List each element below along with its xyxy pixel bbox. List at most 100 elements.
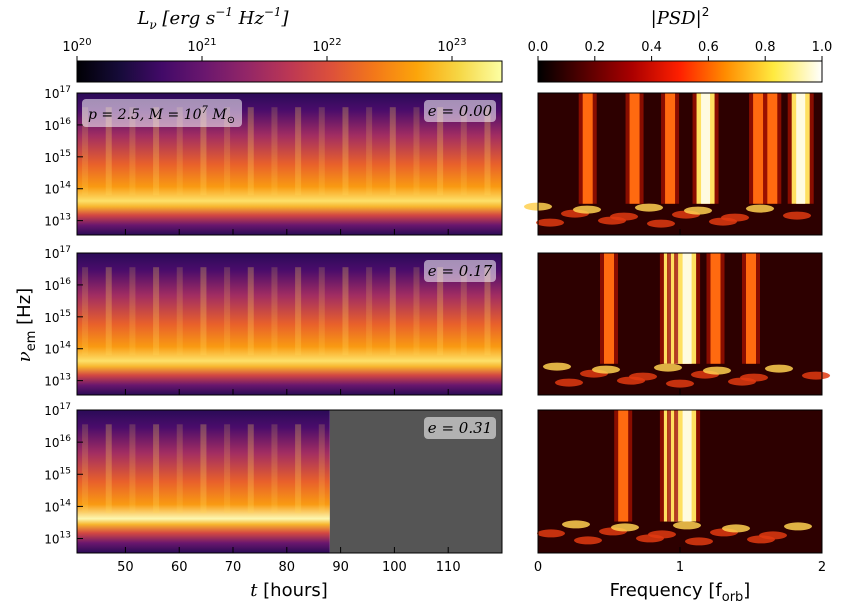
psd-blob	[562, 520, 590, 529]
x-axis-label-frequency: Frequency [forb]	[610, 580, 751, 605]
flare-streak	[247, 424, 254, 513]
flare-streak	[295, 107, 302, 196]
colorbar-lum-ticklabel-3: 1023	[437, 37, 466, 55]
flare-streak	[437, 107, 444, 196]
flare-streak	[484, 107, 491, 196]
psd-blob	[574, 536, 602, 545]
psd-blob	[610, 212, 638, 221]
colorbar-psd-ticklabel-5: 1.0	[812, 40, 833, 55]
y-tick-label: 1014	[44, 341, 71, 357]
y-tick-label: 1014	[44, 181, 71, 197]
y-tick-label: 1016	[44, 434, 71, 450]
psd-peak	[665, 93, 676, 204]
eccentricity-text: e = 0.17	[428, 262, 493, 280]
psd-peak	[582, 93, 593, 204]
flare-streak	[105, 267, 112, 356]
flare-streak	[129, 107, 136, 196]
psd-peak	[618, 410, 629, 522]
psd-panels: 0 1 2	[524, 92, 830, 575]
psd-peak-core	[682, 253, 692, 364]
x-axis-label-time: t [hours]	[250, 580, 328, 601]
colorbar-lum-ticklabel-1: 1021	[187, 37, 216, 55]
spectrogram-image	[77, 410, 330, 553]
psd-peak	[604, 253, 614, 364]
psd-blob	[740, 373, 768, 382]
psd-blob	[783, 211, 811, 220]
colorbar-lum	[76, 60, 503, 83]
flare-streak	[247, 107, 254, 196]
flare-streak	[271, 424, 278, 513]
y-tick-label: 1016	[44, 117, 71, 133]
flare-streak	[413, 107, 420, 196]
flare-streak	[105, 424, 112, 513]
colorbar-psd-ticklabel-0: 0.0	[528, 40, 549, 55]
flare-streak	[318, 424, 325, 513]
y-tick-label: 1015	[44, 466, 71, 482]
psd-blob	[721, 213, 749, 222]
psd-x-tick-label: 2	[818, 560, 826, 575]
x-tick-label: 80	[279, 560, 296, 575]
psd-panel-2: 0 1 2	[534, 409, 826, 575]
flare-streak	[224, 107, 231, 196]
colorbar-psd-title: |PSD|2	[651, 5, 710, 29]
flare-streak	[82, 107, 89, 196]
flare-streak	[200, 424, 207, 513]
flare-streak	[82, 424, 89, 513]
psd-peak	[629, 93, 640, 204]
y-tick-label: 1013	[44, 373, 71, 389]
colorbar-psd	[537, 60, 823, 83]
colorbar-psd-ticklabel-4: 0.8	[755, 40, 776, 55]
psd-blob	[555, 378, 583, 387]
psd-blob	[635, 203, 663, 212]
spectrogram-panels: e = 0.00 1017 1016 1015 1014 1013 e = 0.17 1017…	[44, 85, 503, 575]
psd-blob	[684, 206, 712, 215]
eccentricity-label: e = 0.00	[424, 100, 496, 122]
flare-streak	[460, 107, 467, 196]
colorbar-lum-ticklabel-2: 1022	[312, 37, 341, 55]
psd-peak-core	[796, 93, 806, 204]
colorbar-lum-ticks: 1020 1021 1022 1023	[62, 37, 467, 61]
colorbar-lum-ticklabel-0: 1020	[62, 37, 91, 55]
spectrogram-panel-2: e = 0.31 1017 1016 1015 1014 1013 50 60 70 80 90 10…	[44, 402, 503, 575]
flare-streak	[295, 267, 302, 356]
y-tick-label: 1013	[44, 213, 71, 229]
x-tick-label: 60	[171, 560, 188, 575]
colorbar-lum-title: Lν [erg s−1 Hz−1]	[136, 5, 289, 32]
flare-streak	[437, 267, 444, 356]
flare-streak	[295, 424, 302, 513]
y-tick-label: 1017	[44, 245, 71, 261]
flare-streak	[153, 424, 160, 513]
flare-streak	[389, 267, 396, 356]
x-tick-label: 50	[117, 560, 134, 575]
psd-peak	[710, 253, 721, 364]
psd-x-tick-label: 1	[676, 560, 684, 575]
x-tick-label: 70	[225, 560, 242, 575]
psd-blob	[746, 204, 774, 213]
eccentricity-label: e = 0.31	[424, 417, 496, 439]
spectrogram-frame	[76, 92, 503, 236]
colorbar-psd-ticks: 0.0 0.2 0.4 0.6 0.8 1.0	[528, 40, 833, 61]
annotation-background	[82, 99, 242, 127]
flare-streak	[247, 267, 254, 356]
flare-streak	[389, 107, 396, 196]
flare-streak	[105, 107, 112, 196]
psd-panel-1	[537, 252, 830, 396]
parameter-annotation: p = 2.5, M = 107 M⊙	[82, 99, 242, 127]
flare-streak	[153, 267, 160, 356]
eccentricity-label: e = 0.17	[424, 260, 496, 282]
flare-streak	[129, 424, 136, 513]
colorbar-psd-ticklabel-1: 0.2	[584, 40, 605, 55]
psd-blob	[703, 366, 731, 375]
spectrogram-frame	[76, 409, 503, 554]
psd-blob	[537, 529, 565, 538]
psd-blob	[666, 379, 694, 388]
x-tick-label: 110	[436, 560, 461, 575]
flare-streak	[200, 267, 207, 356]
eccentricity-text: e = 0.00	[428, 102, 493, 120]
flare-streak	[318, 267, 325, 356]
x-tick-label: 90	[332, 560, 349, 575]
psd-blob	[611, 523, 639, 532]
psd-peak	[746, 253, 756, 364]
flare-streak	[413, 267, 420, 356]
colorbar-psd-ticklabel-2: 0.4	[641, 40, 662, 55]
